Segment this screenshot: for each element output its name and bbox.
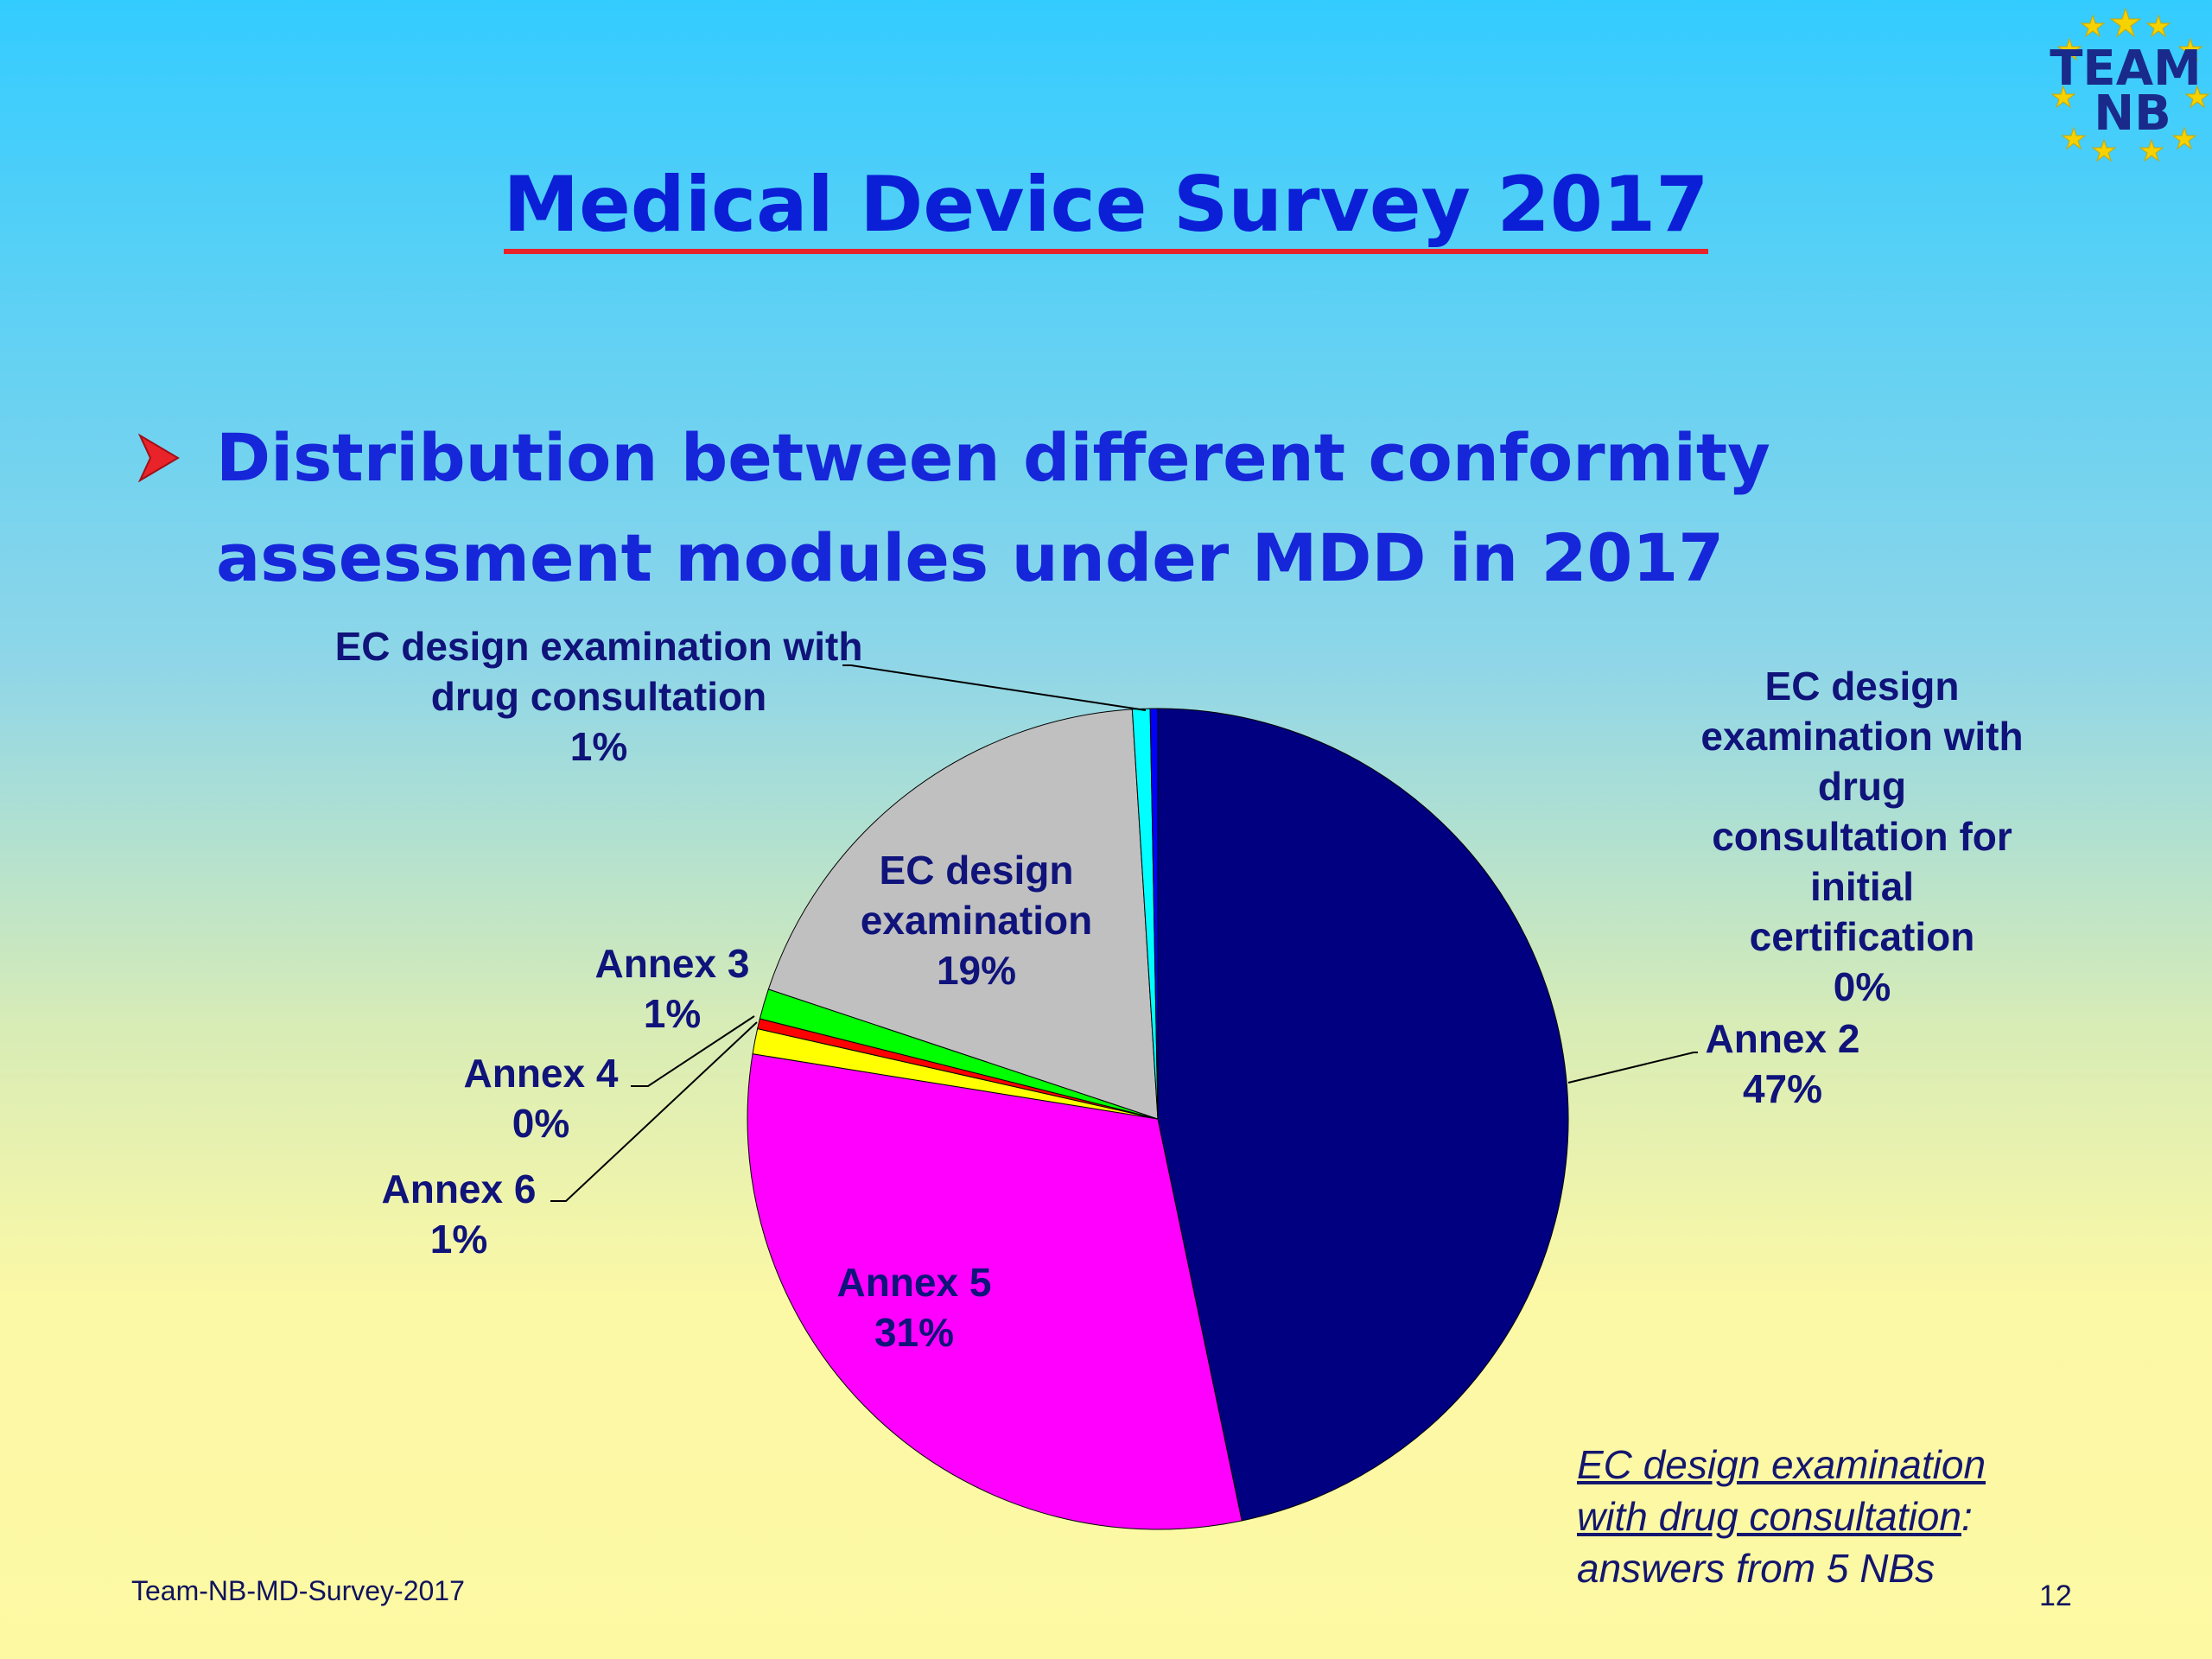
label-ec-drug-initial-line-4: consultation for — [1712, 814, 2012, 859]
leader-line-ec-drug — [842, 664, 1147, 711]
logo-team-text: TEAM — [2050, 41, 2202, 97]
label-ec-drug-line-1: EC design examination with — [335, 624, 863, 669]
footnote-colon: : — [1961, 1494, 1973, 1539]
label-ec-design-line-1: EC design — [880, 848, 1074, 893]
logo-nb-text: NB — [2094, 86, 2171, 142]
label-annex3-value: 1% — [644, 991, 701, 1036]
slide-title: Medical Device Survey 2017 — [0, 160, 2212, 254]
leader-line-annex2 — [1567, 1052, 1698, 1084]
footnote: EC design examination with drug consulta… — [1577, 1439, 2061, 1594]
label-annex5-name: Annex 5 — [837, 1260, 992, 1305]
data-labels: Annex 2 47% Annex 5 31% Annex 6 1% Annex… — [335, 624, 2024, 1355]
label-ec-drug-initial-value: 0% — [1834, 964, 1891, 1009]
label-annex3-name: Annex 3 — [595, 941, 750, 986]
leader-lines — [550, 664, 1698, 1202]
label-ec-design-line-2: examination — [861, 898, 1092, 943]
label-annex2-name: Annex 2 — [1706, 1016, 1860, 1061]
label-ec-drug-value: 1% — [570, 724, 627, 769]
bullet-arrow-icon — [137, 432, 180, 488]
slide-title-text: Medical Device Survey 2017 — [503, 160, 1709, 254]
page-number: 12 — [2039, 1580, 2072, 1612]
subtitle-line-1: Distribution between different conformit… — [216, 419, 1770, 496]
leader-line-annex6 — [550, 1021, 758, 1202]
footnote-line-3: answers from 5 NBs — [1577, 1546, 1936, 1591]
team-nb-logo: TEAM NB — [2022, 0, 2212, 168]
label-ec-drug-initial-line-6: certification — [1750, 914, 1975, 959]
leader-line-annex4 — [631, 1015, 755, 1087]
pie-slice-annex-2 — [1157, 708, 1569, 1522]
label-annex5-value: 31% — [874, 1310, 954, 1355]
footnote-line-1: EC design examination — [1577, 1442, 1986, 1487]
footnote-line-2: with drug consultation — [1577, 1494, 1961, 1539]
label-ec-drug-initial-line-1: EC design — [1765, 664, 1960, 709]
label-ec-drug-initial-line-2: examination with — [1700, 714, 2023, 759]
pie-slice-ec-design-examination — [767, 709, 1159, 1120]
pie-slices — [747, 708, 1569, 1530]
subtitle-line-2: assessment modules under MDD in 2017 — [216, 519, 1725, 596]
label-annex4-value: 0% — [512, 1101, 569, 1146]
label-annex6-name: Annex 6 — [382, 1166, 537, 1211]
subtitle: Distribution between different conformit… — [216, 408, 1858, 608]
label-annex4-name: Annex 4 — [464, 1051, 619, 1096]
label-ec-drug-initial-line-5: initial — [1810, 864, 1914, 909]
label-ec-drug-initial-line-3: drug — [1818, 764, 1906, 809]
pie-slice-ec-design-examination-with-drug-consultation-for-initial-certification — [1149, 708, 1159, 1120]
label-annex6-value: 1% — [430, 1217, 487, 1262]
team-nb-logo-graphic: TEAM NB — [2050, 7, 2210, 162]
label-ec-design-value: 19% — [937, 948, 1016, 993]
footer-text: Team-NB-MD-Survey-2017 — [131, 1575, 465, 1606]
pie-slice-annex-5 — [747, 1053, 1243, 1530]
label-annex2-value: 47% — [1743, 1066, 1822, 1111]
label-ec-drug-line-2: drug consultation — [431, 674, 766, 719]
